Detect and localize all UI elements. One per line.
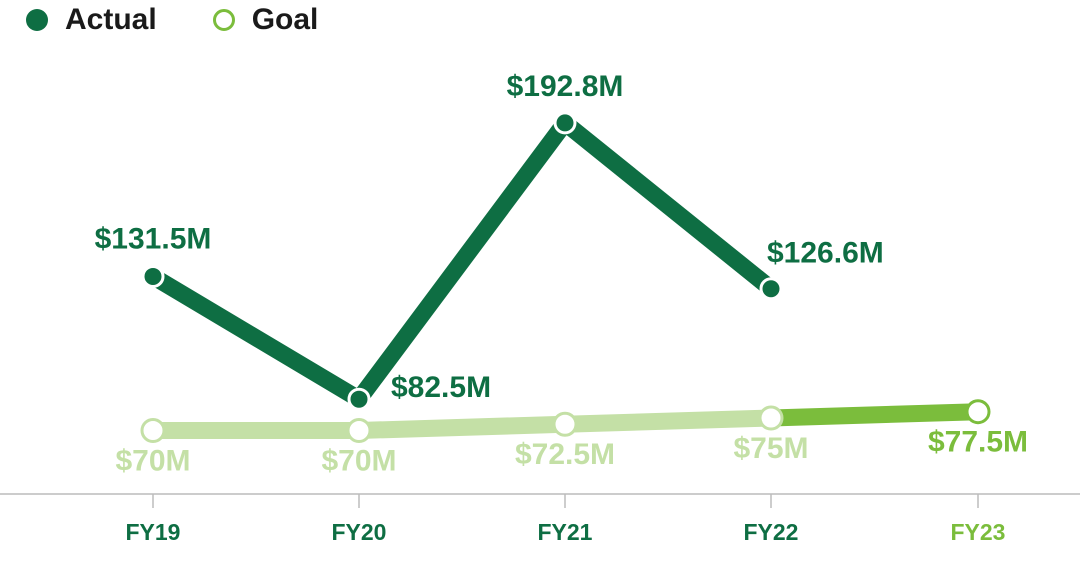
goal-line-segment [564,409,772,433]
goal-point-fy20 [346,418,372,443]
legend-label-goal: Goal [251,3,319,36]
actual-point-fy20 [347,387,371,411]
x-tick-label-fy21: FY21 [538,519,593,545]
chart-legend: Actual Goal [0,0,374,40]
goal-data-label-fy21: $72.5M [515,438,615,471]
legend-item-actual: Actual [26,3,157,37]
actual-data-label-fy22: $126.6M [767,237,884,270]
legend-marker-goal [212,9,235,31]
legend-item-goal: Goal [212,3,319,37]
goal-point-fy21 [552,411,578,437]
actual-point-fy19 [141,264,165,288]
actual-point-fy22 [759,277,783,301]
actual-line [144,114,780,408]
goal-data-label-fy20: $70M [321,445,396,478]
goal-line-segment [358,415,566,439]
legend-label-actual: Actual [65,3,157,36]
actual-data-label-fy19: $131.5M [95,222,212,255]
x-tick-label-fy20: FY20 [332,519,387,545]
goal-point-fy22 [758,405,784,431]
goal-data-label-fy23: $77.5M [928,426,1028,459]
x-tick-label-fy19: FY19 [126,519,181,545]
actual-data-label-fy21: $192.8M [507,70,624,103]
goal-line-segment [770,403,979,427]
actual-data-label-fy20: $82.5M [391,371,491,404]
actual-point-fy21 [553,111,577,135]
goal-data-label-fy22: $75M [733,432,808,465]
goal-point-fy23 [965,399,991,425]
x-tick-label-fy22: FY22 [744,519,799,545]
legend-marker-actual [26,9,48,31]
goal-point-fy19 [140,418,166,443]
x-tick-label-fy23: FY23 [951,519,1006,545]
goal-data-label-fy19: $70M [115,445,190,478]
